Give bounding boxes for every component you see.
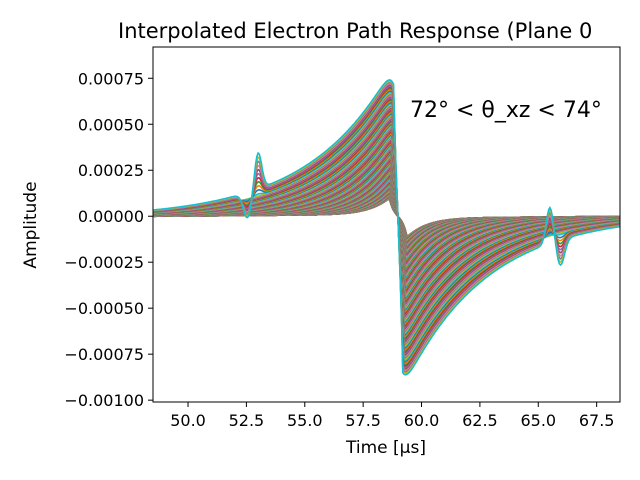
y-axis-label: Amplitude (21, 181, 41, 268)
y-tick-label: 0.00025 (78, 161, 144, 180)
y-tick-label: −0.00025 (64, 253, 144, 272)
x-axis-ticks: 50.0 52.5 55.0 57.5 60.0 62.5 65.0 67.5 (170, 402, 614, 430)
plot-frame (152, 46, 621, 403)
y-tick-label: −0.00075 (64, 345, 144, 364)
x-axis-label: Time [μs] (345, 438, 426, 458)
y-tick-label: 0.00000 (78, 207, 144, 226)
y-tick-label: −0.00050 (64, 299, 144, 318)
x-tick-label: 62.5 (462, 411, 498, 430)
x-tick-label: 67.5 (579, 411, 615, 430)
x-tick-label: 57.5 (345, 411, 381, 430)
angle-annotation: 72° < θ_xz < 74° (410, 98, 602, 123)
series-group (153, 79, 620, 376)
x-tick-label: 50.0 (170, 411, 206, 430)
x-tick-label: 55.0 (287, 411, 323, 430)
x-tick-label: 52.5 (229, 411, 265, 430)
y-tick-label: −0.00100 (64, 391, 144, 410)
plot-area (152, 46, 621, 403)
series-line (153, 79, 620, 376)
y-tick-label: 0.00050 (78, 115, 144, 134)
x-tick-label: 60.0 (404, 411, 440, 430)
chart-title: Interpolated Electron Path Response (Pla… (118, 19, 592, 43)
y-axis-ticks: 0.00075 0.00050 0.00025 0.00000 −0.00025 −0.0… (64, 69, 153, 410)
y-tick-label: 0.00075 (78, 69, 144, 88)
x-tick-label: 65.0 (520, 411, 556, 430)
